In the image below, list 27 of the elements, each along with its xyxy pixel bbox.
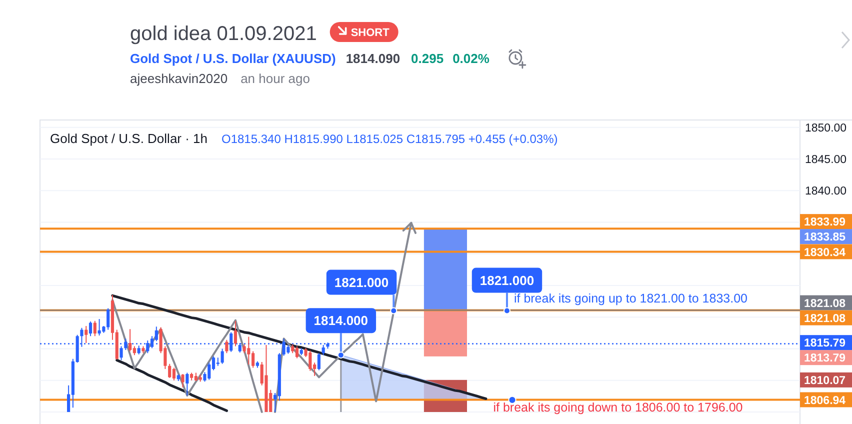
text: 1833.85	[804, 232, 846, 244]
ref-line-label: 1806.94	[804, 394, 846, 407]
annotation: 1821.000	[334, 274, 389, 290]
text: 0.295	[411, 51, 444, 66]
text: an hour ago	[240, 71, 310, 86]
text: O1815.340 H1815.990 L1815.025 C1815.795 +0.455 (+0.03%)	[222, 132, 558, 146]
text: Gold Spot / U.S. Dollar · 1h	[50, 131, 208, 146]
annotation: if break its going up to 1821.00 to 1833.00	[514, 291, 748, 306]
y-tick-label: 1845.00	[805, 154, 847, 166]
text: SHORT	[350, 27, 390, 39]
annotation: 1814.000	[314, 313, 368, 328]
text: 1810.07	[804, 375, 846, 388]
ref-line-label: 1833.99	[804, 216, 846, 229]
text: gold idea 01.09.2021	[130, 23, 317, 45]
y-tick-label: 1840.00	[805, 186, 847, 198]
ref-line-label: 1830.34	[804, 246, 846, 259]
text: 1813.79	[804, 352, 846, 365]
ref-line-label: 1815.79	[804, 338, 846, 350]
annotation: if break its going down to 1806.00 to 1796.00	[493, 400, 743, 415]
y-tick-label: 1850.00	[805, 122, 847, 134]
ref-line-label: 1821.08	[804, 312, 846, 325]
text: ajeeshkavin2020	[130, 71, 228, 86]
annotation: 1821.000	[480, 272, 534, 288]
ref-line-label: 1821.08	[804, 298, 846, 310]
text: 0.02%	[452, 51, 490, 66]
text: Gold Spot / U.S. Dollar (XAUUSD)	[130, 51, 336, 66]
text: 1814.090	[346, 51, 400, 66]
